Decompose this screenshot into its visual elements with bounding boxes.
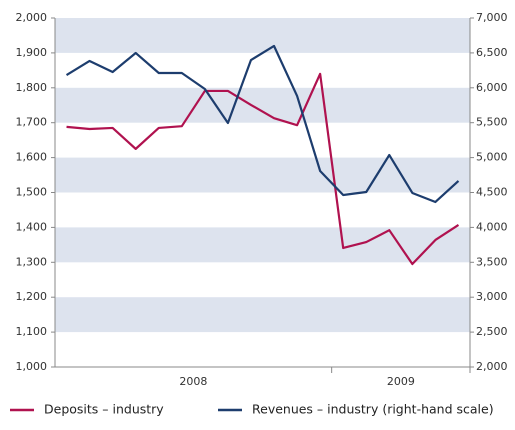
y2-tick-label: 6,500 [476, 46, 508, 59]
series-line [66, 72, 460, 266]
y-tick-label: 1,100 [16, 325, 48, 338]
band [55, 18, 470, 53]
y2-tick-label: 5,000 [476, 151, 508, 164]
band [55, 297, 470, 333]
y2-tick-label: 4,000 [476, 220, 508, 233]
x-group-label: 2008 [179, 375, 207, 388]
y-tick-label: 1,700 [16, 116, 48, 129]
y-tick-label: 1,900 [16, 46, 48, 59]
legend-label: Revenues – industry (right-hand scale) [252, 402, 494, 417]
y2-tick-label: 7,000 [476, 11, 508, 24]
y2-tick-label: 5,500 [476, 116, 508, 129]
x-group-label: 2009 [387, 375, 415, 388]
y-tick-label: 1,000 [16, 360, 48, 373]
y2-tick-label: 2,500 [476, 325, 508, 338]
y-tick-label: 1,200 [16, 290, 48, 303]
y2-tick-label: 2,000 [476, 360, 508, 373]
legend-label: Deposits – industry [44, 402, 164, 417]
y2-tick-label: 3,500 [476, 255, 508, 268]
band [55, 227, 470, 263]
y-tick-label: 1,300 [16, 255, 48, 268]
series-line [65, 44, 460, 204]
y-tick-label: 1,800 [16, 81, 48, 94]
y-tick-label: 2,000 [16, 11, 48, 24]
y2-tick-label: 3,000 [476, 290, 508, 303]
band [55, 87, 470, 123]
y2-tick-label: 4,500 [476, 186, 508, 199]
y2-tick-label: 6,000 [476, 81, 508, 94]
y-tick-label: 1,400 [16, 220, 48, 233]
y-tick-label: 1,500 [16, 186, 48, 199]
y-tick-label: 1,600 [16, 151, 48, 164]
